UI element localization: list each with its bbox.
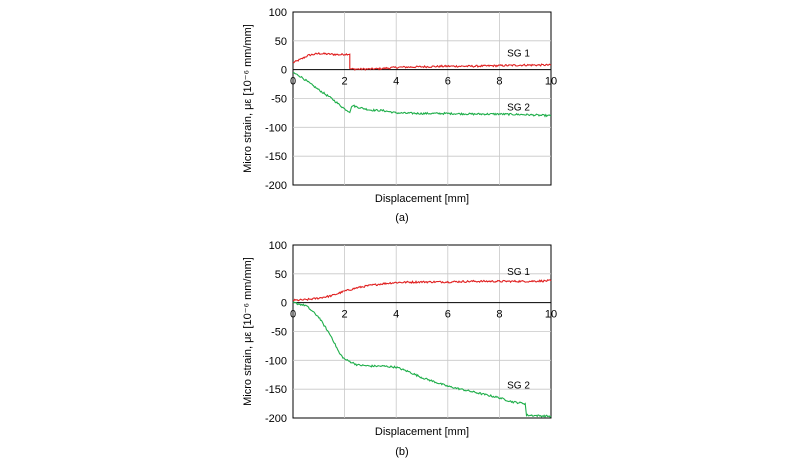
x-axis-label: Displacement [mm]	[375, 426, 469, 438]
y-tick-label: -100	[265, 122, 287, 134]
y-axis-label: Micro strain, με [10⁻⁶ mm/mm]	[242, 24, 254, 173]
series-label-sg2: SG 2	[507, 103, 530, 114]
x-tick-label: 8	[496, 309, 502, 321]
y-tick-label: -150	[265, 151, 287, 163]
x-tick-label: 0	[290, 76, 296, 88]
y-tick-label: 100	[269, 240, 287, 252]
x-tick-label: 0	[290, 309, 296, 321]
y-axis-label: Micro strain, με [10⁻⁶ mm/mm]	[242, 257, 254, 406]
x-tick-label: 8	[496, 76, 502, 88]
series-line-sg2	[292, 72, 552, 118]
series-line-sg2	[292, 301, 552, 418]
x-tick-label: 10	[545, 309, 557, 321]
series-label-sg2: SG 2	[507, 381, 530, 392]
x-tick-label: 2	[342, 309, 348, 321]
panel-caption: (a)	[395, 212, 408, 224]
series-line-sg1	[292, 279, 552, 302]
x-tick-label: 6	[445, 309, 451, 321]
x-tick-label: 6	[445, 76, 451, 88]
series-line-sg1	[292, 52, 552, 71]
y-tick-label: 50	[275, 269, 287, 281]
y-tick-label: -100	[265, 355, 287, 367]
y-tick-label: 0	[281, 65, 287, 77]
y-tick-label: -200	[265, 413, 287, 425]
x-tick-label: 4	[393, 76, 399, 88]
series-label-sg1: SG 1	[507, 267, 530, 278]
y-tick-label: 100	[269, 7, 287, 19]
x-axis-label: Displacement [mm]	[375, 193, 469, 205]
y-tick-label: -50	[271, 94, 287, 106]
series-label-sg1: SG 1	[507, 48, 530, 59]
y-tick-label: 50	[275, 36, 287, 48]
x-tick-label: 2	[342, 76, 348, 88]
x-tick-label: 10	[545, 76, 557, 88]
y-tick-label: -200	[265, 180, 287, 192]
panel-caption: (b)	[395, 446, 408, 458]
y-tick-label: -50	[271, 327, 287, 339]
y-tick-label: -150	[265, 384, 287, 396]
x-tick-label: 4	[393, 309, 399, 321]
y-tick-label: 0	[281, 298, 287, 310]
